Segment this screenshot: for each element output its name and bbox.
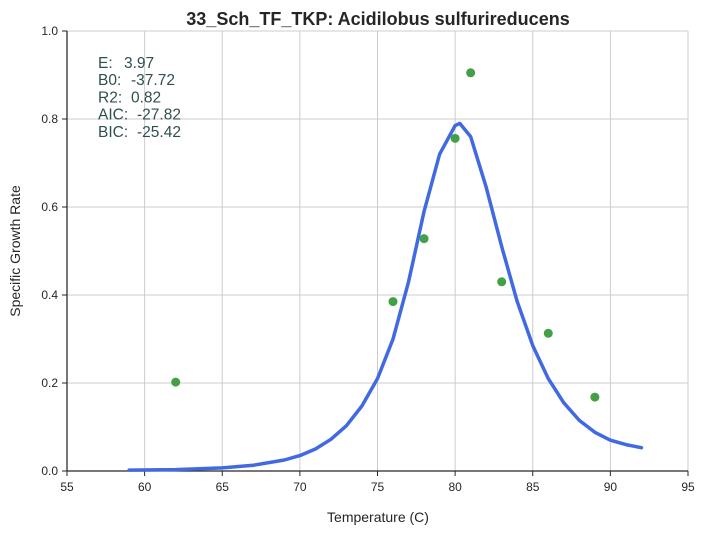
data-point [171, 377, 181, 387]
fit-curve-line [127, 121, 644, 472]
y-tick-label: 0.0 [41, 464, 58, 478]
data-point [466, 68, 476, 78]
data-point [543, 328, 553, 338]
x-tick-label: 90 [604, 480, 618, 494]
x-tick-label: 60 [138, 480, 152, 494]
x-tick-label: 65 [216, 480, 230, 494]
y-tick-label: 0.6 [41, 200, 58, 214]
stat-value: 3.97 [124, 55, 154, 72]
y-tick-label: 0.4 [41, 288, 58, 302]
stat-value: -37.72 [131, 72, 175, 89]
fit-curve-layer [127, 121, 644, 472]
y-tick-label: 0.2 [41, 376, 58, 390]
stat-label: R2: [98, 89, 122, 106]
data-point [419, 234, 429, 244]
x-tick-label: 70 [293, 480, 307, 494]
stat-value: -25.42 [137, 124, 181, 141]
grid-lines [67, 30, 689, 471]
tick-labels: 55 60 65 70 75 80 85 90 95 0.0 0.2 0.4 0.6 0.8 1.0 [41, 24, 695, 494]
chart-title: 33_Sch_TF_TKP: Acidilobus sulfurireducen… [186, 9, 569, 29]
stat-label: E: [98, 55, 113, 72]
x-axis-label: Temperature (C) [327, 509, 429, 525]
x-tick-label: 80 [448, 480, 462, 494]
stat-value: 0.82 [131, 89, 161, 106]
data-point [450, 133, 460, 143]
data-point [590, 392, 600, 402]
x-tick-label: 85 [526, 480, 540, 494]
x-tick-label: 95 [681, 480, 695, 494]
data-points [171, 68, 600, 402]
y-tick-label: 0.8 [41, 112, 58, 126]
stat-label: BIC: [98, 124, 128, 141]
x-tick-label: 55 [60, 480, 74, 494]
x-tick-label: 75 [371, 480, 385, 494]
y-tick-label: 1.0 [41, 24, 58, 38]
y-axis-label: Specific Growth Rate [7, 185, 23, 317]
stat-value: -27.82 [137, 107, 181, 124]
stat-label: B0: [98, 72, 121, 89]
data-point [388, 297, 398, 307]
stat-label: AIC: [98, 107, 128, 124]
data-point [497, 277, 507, 287]
